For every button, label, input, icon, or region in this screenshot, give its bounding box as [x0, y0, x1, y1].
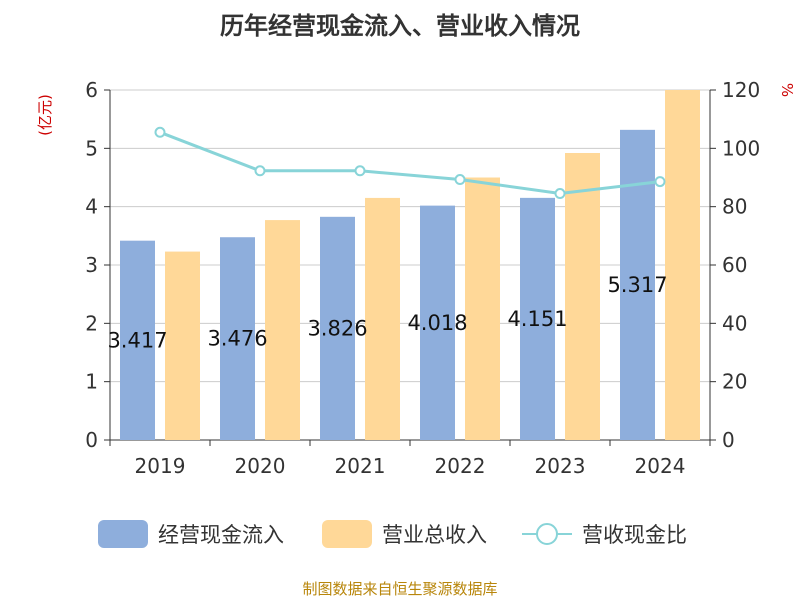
bar-data-label: 3.476 [207, 327, 267, 351]
data-source: 制图数据来自恒生聚源数据库 [302, 580, 498, 598]
line-point [254, 165, 266, 177]
bar-data-label: 4.151 [507, 307, 567, 331]
line-cash-ratio [159, 130, 661, 196]
y-left-tick-label: 6 [85, 78, 98, 102]
bar-revenue [365, 197, 400, 440]
x-tick-label: 2023 [535, 454, 586, 478]
chart-title: 历年经营现金流入、营业收入情况 [220, 12, 580, 40]
y-right-tick-label: 20 [722, 370, 747, 394]
legend-swatch-marker [536, 523, 558, 545]
bar-revenue [565, 153, 600, 440]
y-left-unit: (亿元) [36, 94, 54, 136]
y-right-tick-label: 120 [722, 78, 760, 102]
legend-swatch-cash-inflow [98, 520, 148, 548]
bar-cash-inflow [220, 237, 255, 440]
bar-cash-inflow [120, 240, 155, 440]
line-point [654, 176, 666, 188]
legend-label: 营业总收入 [382, 523, 487, 547]
line-point [454, 174, 466, 186]
y-left-tick-label: 3 [85, 253, 98, 277]
bar-revenue [465, 177, 500, 440]
line-point [354, 165, 366, 177]
bar-revenue [265, 220, 300, 440]
bar-data-label: 3.826 [307, 316, 367, 340]
y-right-tick-label: 60 [722, 253, 747, 277]
y-right-tick-label: 100 [722, 136, 760, 160]
y-right-tick-label: 80 [722, 195, 747, 219]
y-left-tick-label: 0 [85, 428, 98, 452]
y-left-tick-label: 2 [85, 311, 98, 335]
legend-label: 营收现金比 [582, 523, 687, 547]
bar-data-label: 4.018 [407, 311, 467, 335]
x-tick-label: 2019 [135, 454, 186, 478]
legend-swatch-revenue [322, 520, 372, 548]
bar-revenue [665, 90, 700, 440]
y-left-tick-label: 4 [85, 195, 98, 219]
y-right-tick-label: 40 [722, 311, 747, 335]
line-point [154, 126, 166, 138]
y-left-tick-label: 5 [85, 136, 98, 160]
x-tick-label: 2022 [435, 454, 486, 478]
legend-label: 经营现金流入 [158, 523, 284, 547]
y-right-tick-label: 0 [722, 428, 735, 452]
x-tick-label: 2024 [635, 454, 686, 478]
y-right-unit: % [778, 83, 796, 97]
bar-data-label: 3.417 [107, 328, 167, 352]
bar-revenue [165, 251, 200, 440]
bar-data-label: 5.317 [607, 273, 667, 297]
y-left-tick-label: 1 [85, 370, 98, 394]
line-point [554, 188, 566, 200]
bar-cash-inflow [320, 216, 355, 440]
x-tick-label: 2021 [335, 454, 386, 478]
x-tick-label: 2020 [235, 454, 286, 478]
bar-cash-inflow [520, 197, 555, 440]
bar-cash-inflow [420, 205, 455, 440]
